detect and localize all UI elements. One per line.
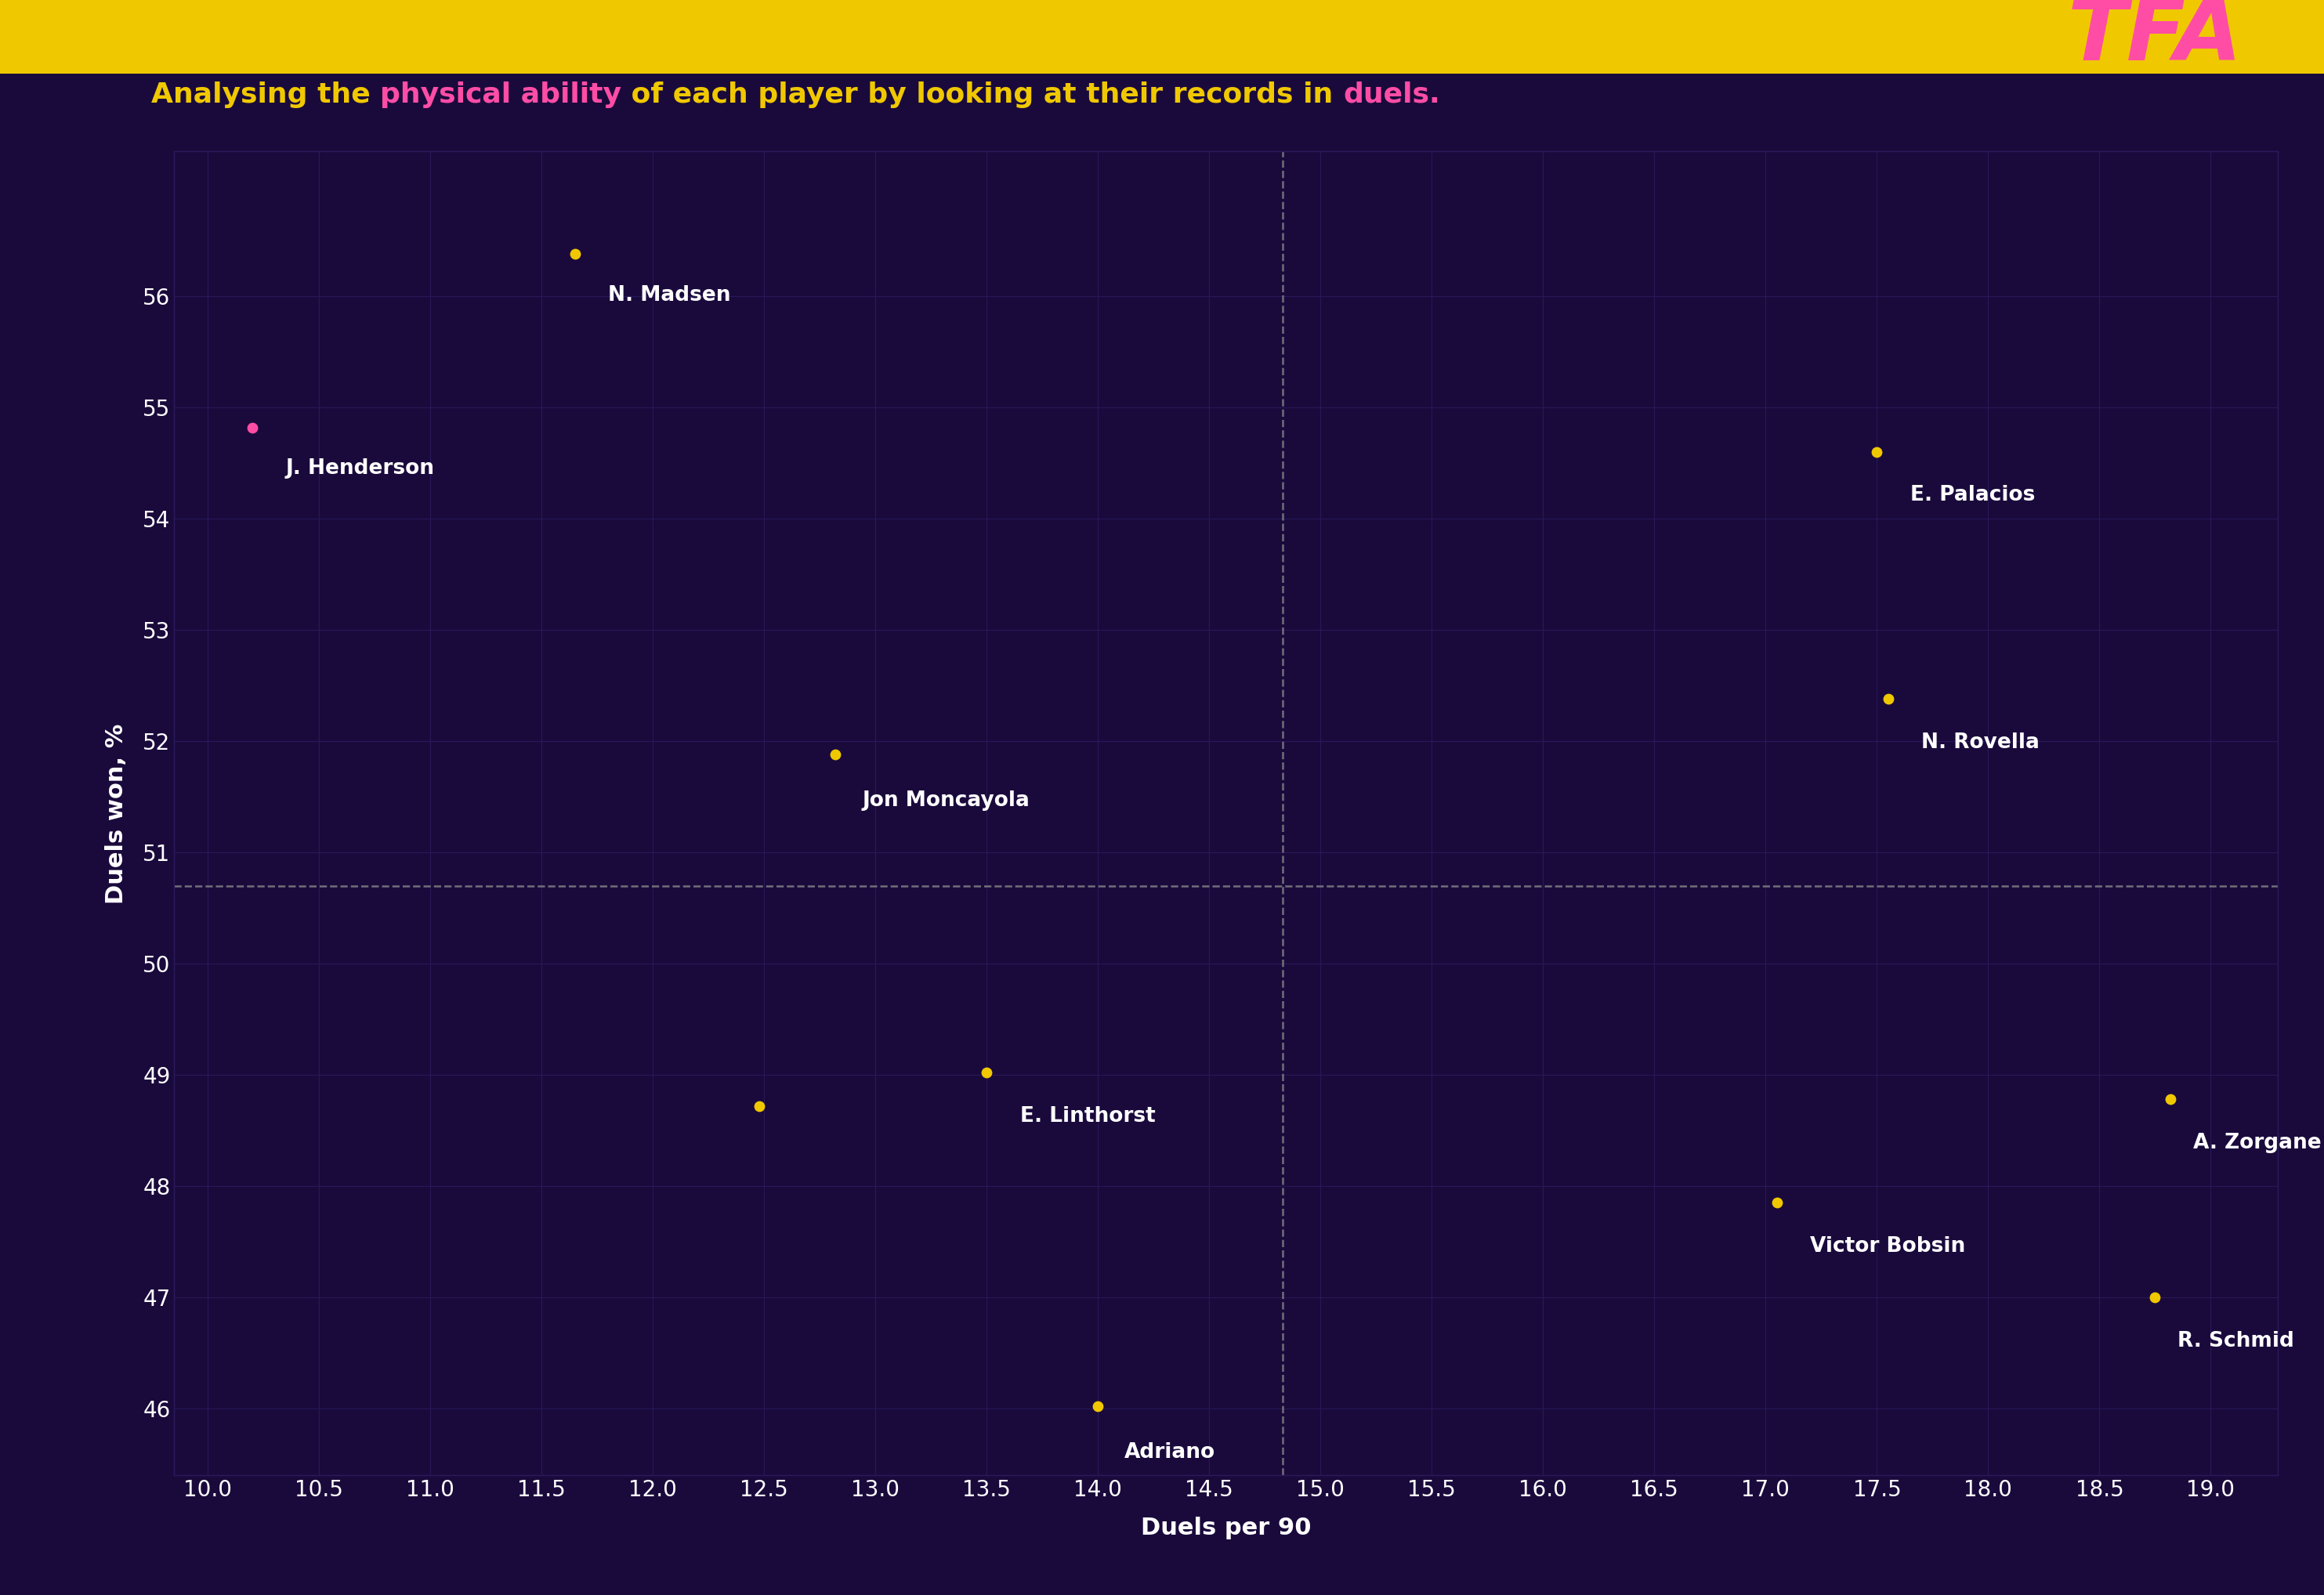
Text: N. Rovella: N. Rovella xyxy=(1922,732,2040,753)
Point xyxy=(1078,1394,1116,1420)
X-axis label: Duels per 90: Duels per 90 xyxy=(1141,1517,1311,1539)
Y-axis label: Duels won, %: Duels won, % xyxy=(105,723,128,904)
Point xyxy=(1759,1190,1796,1215)
Point xyxy=(969,1061,1006,1086)
Text: N. Madsen: N. Madsen xyxy=(609,286,732,305)
Point xyxy=(235,415,272,440)
Point xyxy=(555,241,593,266)
Text: Jon Moncayola: Jon Moncayola xyxy=(862,790,1030,810)
Point xyxy=(741,1093,779,1118)
Text: of each player by looking at their records in: of each player by looking at their recor… xyxy=(621,81,1343,108)
Text: Analysing the: Analysing the xyxy=(151,81,381,108)
Point xyxy=(1868,686,1906,711)
Text: TFA: TFA xyxy=(2068,0,2243,78)
Text: duels.: duels. xyxy=(1343,81,1441,108)
Text: Adriano: Adriano xyxy=(1125,1442,1215,1463)
Text: R. Schmid: R. Schmid xyxy=(2178,1330,2294,1351)
Point xyxy=(2136,1284,2173,1309)
Point xyxy=(2152,1086,2189,1112)
Text: Victor Bobsin: Victor Bobsin xyxy=(1810,1236,1966,1257)
Text: A. Zorgane: A. Zorgane xyxy=(2194,1132,2322,1153)
Text: E. Palacios: E. Palacios xyxy=(1910,485,2036,506)
Point xyxy=(1859,439,1896,464)
Text: physical ability: physical ability xyxy=(381,81,621,108)
Text: E. Linthorst: E. Linthorst xyxy=(1020,1105,1155,1126)
Text: J. Henderson: J. Henderson xyxy=(286,459,435,478)
Point xyxy=(816,742,853,767)
